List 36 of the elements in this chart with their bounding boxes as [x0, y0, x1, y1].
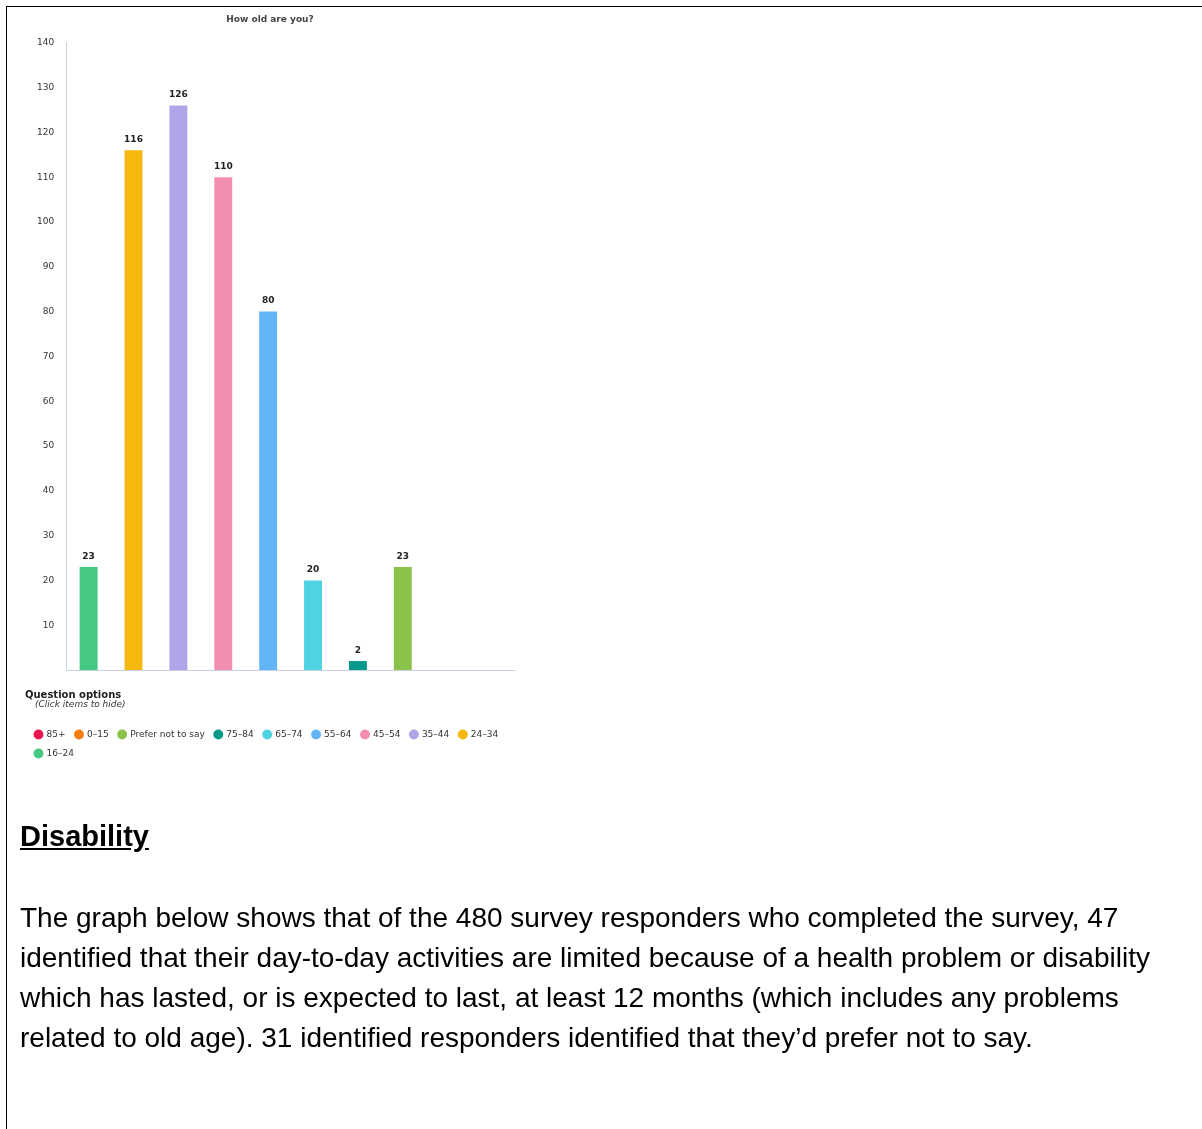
- legend-label: 75–84: [226, 728, 254, 739]
- legend-label: 55–64: [324, 728, 352, 739]
- y-tick-label: 140: [36, 37, 55, 48]
- legend-label: 16–24: [46, 747, 75, 758]
- data-label: 80: [261, 295, 275, 306]
- y-tick-label: 110: [36, 171, 55, 182]
- y-tick-label: 20: [42, 574, 55, 585]
- y-tick-label: 100: [36, 216, 55, 227]
- y-tick-label: 30: [42, 529, 55, 540]
- data-label: 126: [168, 89, 188, 100]
- data-label: 23: [396, 550, 410, 561]
- y-tick-label: 120: [36, 126, 55, 137]
- legend-label: 0–15: [86, 728, 109, 739]
- data-label: 2: [354, 644, 362, 655]
- legend-label: Prefer not to say: [130, 728, 206, 739]
- legend-label: 65–74: [275, 728, 303, 739]
- legend-label: 85+: [46, 728, 66, 739]
- y-tick-label: 10: [42, 619, 55, 630]
- data-label: 110: [213, 161, 233, 172]
- data-label: 23: [82, 550, 95, 561]
- legend-label: 45–54: [372, 728, 401, 739]
- legend-label: 24–34: [470, 728, 499, 739]
- chart-title: How old are you?: [226, 13, 314, 24]
- y-tick-label: 70: [42, 350, 55, 361]
- y-tick-label: 130: [36, 81, 55, 92]
- data-label: 116: [124, 134, 143, 145]
- legend-title: Question options: [25, 688, 122, 700]
- data-label: 20: [306, 564, 320, 575]
- legend-label: 35–44: [421, 728, 450, 739]
- y-tick-label: 80: [42, 305, 55, 316]
- text: Disability: [20, 820, 149, 853]
- y-tick-label: 50: [42, 440, 55, 451]
- y-tick-label: 40: [42, 485, 55, 496]
- text: The graph below shows that of the 480 survey responders who completed the survey, 47 identified that their day-to-day activities are limited because of a health problem or disability which has lasted, or is expected to last, at least 12 months (which includes any problems related to old age). 31 identified responders identified that they’d prefer not to say.: [20, 901, 1151, 1055]
- y-tick-label: 90: [42, 261, 55, 272]
- y-tick-label: 60: [42, 395, 55, 406]
